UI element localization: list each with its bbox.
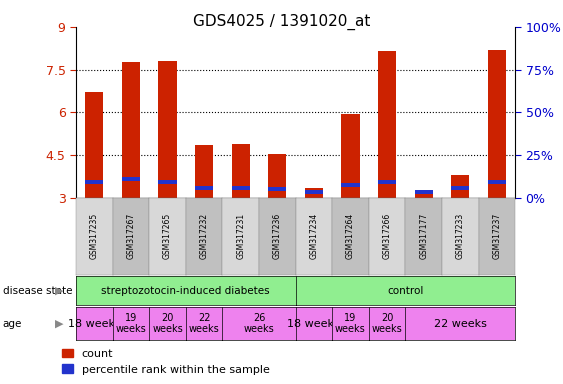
Text: GSM317234: GSM317234 bbox=[310, 213, 318, 259]
Text: 20
weeks: 20 weeks bbox=[372, 313, 403, 334]
Text: GSM317267: GSM317267 bbox=[127, 213, 135, 259]
Text: 19
weeks: 19 weeks bbox=[335, 313, 366, 334]
Text: streptozotocin-induced diabetes: streptozotocin-induced diabetes bbox=[101, 286, 270, 296]
Bar bbox=[85, 93, 104, 198]
Bar bbox=[195, 186, 213, 190]
Text: GSM317231: GSM317231 bbox=[236, 213, 245, 259]
Bar bbox=[85, 180, 104, 184]
Text: 20
weeks: 20 weeks bbox=[152, 313, 183, 334]
Text: ▶: ▶ bbox=[55, 318, 64, 329]
Text: control: control bbox=[387, 286, 423, 296]
Bar bbox=[451, 175, 470, 198]
Bar bbox=[231, 186, 250, 190]
Bar bbox=[414, 190, 433, 194]
Bar bbox=[268, 154, 287, 198]
Bar bbox=[378, 180, 396, 184]
Text: GSM317232: GSM317232 bbox=[200, 213, 208, 259]
Bar bbox=[451, 186, 470, 190]
Text: GSM317235: GSM317235 bbox=[90, 213, 99, 259]
Text: 18 weeks: 18 weeks bbox=[288, 318, 340, 329]
Bar bbox=[488, 50, 506, 198]
Bar bbox=[341, 114, 360, 198]
Text: GSM317177: GSM317177 bbox=[419, 213, 428, 259]
Bar bbox=[158, 180, 177, 184]
Text: GSM317264: GSM317264 bbox=[346, 213, 355, 259]
Bar bbox=[231, 144, 250, 198]
Text: ▶: ▶ bbox=[55, 286, 64, 296]
Text: 22 weeks: 22 weeks bbox=[434, 318, 486, 329]
Bar bbox=[122, 63, 140, 198]
Bar bbox=[305, 188, 323, 198]
Text: GSM317265: GSM317265 bbox=[163, 213, 172, 259]
Bar bbox=[414, 192, 433, 198]
Text: GSM317237: GSM317237 bbox=[493, 213, 501, 259]
Bar bbox=[158, 61, 177, 198]
Bar bbox=[378, 51, 396, 198]
Text: GSM317236: GSM317236 bbox=[273, 213, 282, 259]
Bar bbox=[268, 187, 287, 191]
Bar bbox=[122, 177, 140, 181]
Text: disease state: disease state bbox=[3, 286, 72, 296]
Text: 19
weeks: 19 weeks bbox=[115, 313, 146, 334]
Text: age: age bbox=[3, 318, 22, 329]
Text: GSM317233: GSM317233 bbox=[456, 213, 464, 259]
Legend: count, percentile rank within the sample: count, percentile rank within the sample bbox=[62, 349, 270, 375]
Bar bbox=[305, 190, 323, 194]
Bar bbox=[195, 145, 213, 198]
Text: 26
weeks: 26 weeks bbox=[244, 313, 274, 334]
Text: GSM317266: GSM317266 bbox=[383, 213, 391, 259]
Text: GDS4025 / 1391020_at: GDS4025 / 1391020_at bbox=[193, 13, 370, 30]
Bar bbox=[488, 180, 506, 184]
Text: 22
weeks: 22 weeks bbox=[189, 313, 220, 334]
Bar bbox=[341, 183, 360, 187]
Text: 18 weeks: 18 weeks bbox=[68, 318, 120, 329]
